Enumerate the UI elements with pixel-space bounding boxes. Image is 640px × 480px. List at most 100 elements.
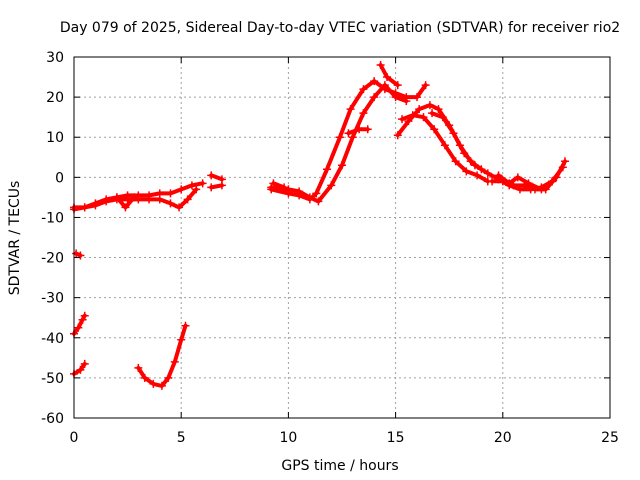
data-series	[70, 61, 569, 390]
data-point	[560, 157, 569, 166]
x-tick-label: 0	[70, 430, 79, 446]
x-tick-label: 10	[279, 430, 297, 446]
y-tick-label: 20	[46, 90, 64, 106]
data-point	[198, 179, 207, 188]
data-point	[498, 177, 507, 186]
data-point	[513, 173, 522, 182]
data-point	[322, 165, 331, 174]
data-point	[398, 115, 407, 124]
data-point	[451, 157, 460, 166]
y-tick-label: 0	[55, 170, 64, 186]
data-point	[327, 181, 336, 190]
data-point	[393, 131, 402, 140]
data-point	[520, 181, 529, 190]
y-tick-label: -40	[41, 331, 64, 347]
data-point	[91, 201, 100, 210]
data-point	[140, 373, 149, 382]
data-point	[312, 189, 321, 198]
data-point	[359, 85, 368, 94]
series-arc-i	[376, 61, 402, 90]
data-point	[383, 73, 392, 82]
y-tick-label: -20	[41, 251, 64, 267]
data-point	[177, 335, 186, 344]
series-arc-c	[112, 193, 139, 212]
data-point	[102, 197, 111, 206]
data-point	[170, 357, 179, 366]
data-point	[183, 195, 192, 204]
data-point	[314, 197, 323, 206]
data-point	[166, 199, 175, 208]
series-arc-r	[70, 359, 89, 378]
data-point	[380, 85, 389, 94]
y-tick-label: 10	[46, 130, 64, 146]
data-point	[346, 105, 355, 114]
series-arc-j	[344, 125, 372, 138]
data-point	[181, 321, 190, 330]
data-point	[428, 109, 437, 118]
data-point	[175, 203, 184, 212]
data-point	[121, 203, 130, 212]
series-arc-h	[269, 179, 289, 192]
series-arc-o	[488, 157, 569, 194]
data-point	[494, 171, 503, 180]
chart-title: Day 079 of 2025, Sidereal Day-to-day VTE…	[60, 20, 620, 36]
x-axis-label: GPS time / hours	[281, 458, 398, 474]
grid-lines	[74, 57, 610, 418]
data-point	[134, 363, 143, 372]
data-point	[473, 171, 482, 180]
x-tick-label: 5	[177, 430, 186, 446]
data-point	[440, 141, 449, 150]
data-point	[509, 181, 518, 190]
series-arc-e	[207, 181, 226, 192]
data-point	[363, 125, 372, 134]
data-point	[305, 195, 314, 204]
series-line	[72, 361, 87, 376]
axis-ticks: 0 5 10 15 20 25 -60 -50 -40 -30 -20 -10 0 10 20 30	[41, 50, 619, 446]
data-point	[391, 89, 400, 98]
data-point	[335, 133, 344, 142]
data-point	[530, 185, 539, 194]
data-point	[164, 373, 173, 382]
data-point	[295, 191, 304, 200]
data-point	[207, 171, 216, 180]
series-line	[136, 323, 188, 388]
data-point	[449, 129, 458, 138]
data-point	[157, 381, 166, 390]
series-arc-s	[134, 321, 190, 390]
data-point	[76, 251, 85, 260]
data-point	[355, 125, 364, 134]
series-arc-q	[70, 311, 89, 338]
data-point	[430, 125, 439, 134]
y-tick-label: 30	[46, 50, 64, 66]
data-point	[338, 161, 346, 170]
data-point	[348, 133, 357, 142]
data-point	[434, 105, 443, 114]
data-point	[72, 249, 81, 258]
data-point	[470, 161, 479, 170]
data-point	[134, 195, 143, 204]
data-point	[74, 323, 83, 332]
data-point	[376, 61, 385, 70]
series-arc-p	[72, 249, 85, 260]
x-tick-label: 15	[387, 430, 405, 446]
data-point	[460, 149, 469, 158]
data-point	[415, 105, 424, 114]
plot-frame	[73, 56, 611, 419]
data-point	[393, 81, 402, 90]
data-point	[80, 359, 89, 368]
data-point	[552, 173, 561, 182]
data-point	[207, 183, 216, 192]
data-point	[177, 185, 186, 194]
data-point	[344, 129, 353, 138]
y-tick-label: -50	[41, 371, 64, 387]
data-point	[187, 181, 196, 190]
data-point	[408, 111, 417, 120]
data-point	[80, 311, 89, 320]
data-point	[413, 93, 422, 102]
data-point	[155, 195, 164, 204]
series-arc-b	[70, 185, 201, 214]
data-point	[149, 379, 158, 388]
data-point	[488, 177, 497, 186]
data-point	[438, 113, 447, 122]
data-point	[462, 167, 471, 176]
